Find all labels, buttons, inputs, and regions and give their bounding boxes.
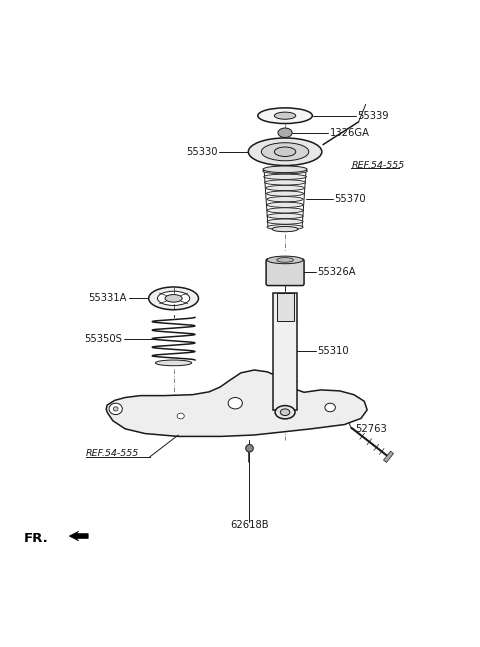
Bar — [276, 292, 294, 321]
Ellipse shape — [264, 180, 305, 185]
Ellipse shape — [263, 166, 307, 173]
Ellipse shape — [280, 409, 290, 415]
Ellipse shape — [228, 397, 242, 409]
Polygon shape — [384, 451, 394, 463]
Ellipse shape — [156, 360, 192, 366]
Ellipse shape — [267, 256, 303, 264]
Ellipse shape — [157, 291, 190, 305]
Ellipse shape — [272, 226, 298, 232]
Text: 55331A: 55331A — [89, 293, 127, 303]
Ellipse shape — [264, 174, 306, 179]
Ellipse shape — [267, 202, 303, 208]
Ellipse shape — [277, 258, 293, 262]
Ellipse shape — [275, 147, 296, 157]
Ellipse shape — [258, 108, 312, 124]
Text: FR.: FR. — [24, 532, 49, 545]
FancyBboxPatch shape — [266, 259, 304, 285]
Text: 55330: 55330 — [186, 147, 217, 157]
Text: 55339: 55339 — [358, 111, 389, 121]
Text: 55350S: 55350S — [84, 334, 122, 344]
Ellipse shape — [267, 225, 303, 230]
Ellipse shape — [263, 169, 307, 174]
Ellipse shape — [177, 413, 184, 419]
Text: 55310: 55310 — [317, 346, 349, 356]
Ellipse shape — [267, 219, 303, 225]
Polygon shape — [69, 531, 88, 541]
Polygon shape — [106, 370, 367, 437]
Ellipse shape — [267, 214, 303, 219]
Ellipse shape — [261, 143, 309, 160]
Text: 52763: 52763 — [355, 424, 386, 434]
Ellipse shape — [165, 294, 182, 302]
Ellipse shape — [325, 403, 336, 411]
Ellipse shape — [278, 128, 292, 138]
Text: 55370: 55370 — [334, 194, 366, 204]
Text: 1326GA: 1326GA — [330, 127, 370, 138]
Ellipse shape — [277, 407, 293, 419]
Ellipse shape — [266, 191, 303, 196]
Bar — [273, 292, 297, 410]
Ellipse shape — [246, 444, 253, 452]
Text: 55326A: 55326A — [317, 267, 356, 278]
Ellipse shape — [265, 186, 304, 191]
Ellipse shape — [282, 410, 288, 415]
Ellipse shape — [267, 208, 303, 213]
Text: REF.54-555: REF.54-555 — [351, 161, 405, 170]
Ellipse shape — [275, 112, 296, 119]
Ellipse shape — [109, 403, 122, 415]
Text: 62618B: 62618B — [230, 520, 269, 530]
Ellipse shape — [113, 407, 118, 411]
Ellipse shape — [149, 287, 199, 310]
Ellipse shape — [248, 138, 322, 166]
Text: REF.54-555: REF.54-555 — [86, 450, 139, 459]
Ellipse shape — [267, 197, 303, 202]
Ellipse shape — [275, 406, 295, 419]
